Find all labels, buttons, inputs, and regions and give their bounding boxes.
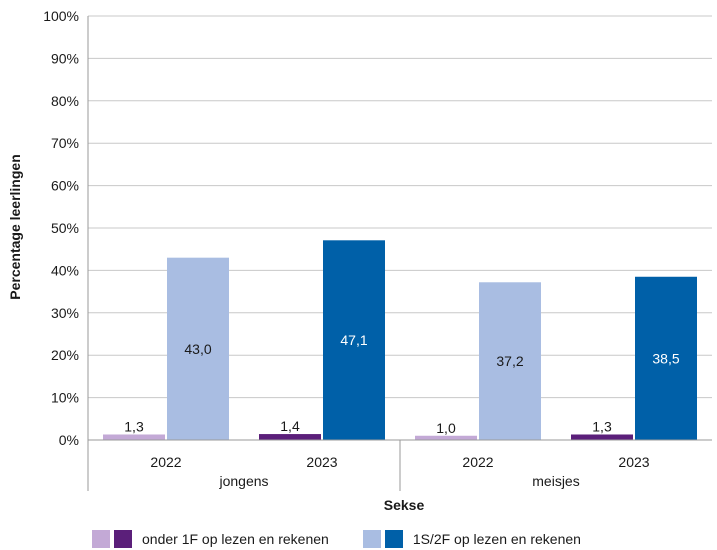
data-label-above: 43,0	[184, 341, 211, 357]
legend-label: 1S/2F op lezen en rekenen	[412, 531, 581, 547]
bar-below-1f	[259, 434, 321, 440]
legend-swatch	[92, 530, 110, 548]
y-tick-label: 40%	[51, 262, 79, 278]
bar-1s-2f	[167, 257, 229, 440]
bars	[103, 240, 697, 440]
bar-below-1f	[415, 435, 477, 440]
x-group-label: jongens	[218, 473, 268, 489]
x-tick-label-year: 2022	[462, 454, 493, 470]
bar-below-1f	[103, 434, 165, 440]
x-group-label: meisjes	[532, 473, 579, 489]
data-label-above: 38,5	[652, 350, 679, 366]
legend-label: onder 1F op lezen en rekenen	[142, 531, 329, 547]
bar-1s-2f	[479, 282, 541, 440]
y-tick-label: 90%	[51, 50, 79, 66]
bar-below-1f	[571, 434, 633, 440]
legend-swatch	[114, 530, 132, 548]
legend-item: 1S/2F op lezen en rekenen	[362, 530, 581, 548]
y-tick-label: 50%	[51, 220, 79, 236]
y-tick-label: 20%	[51, 347, 79, 363]
data-label-below: 1,3	[124, 418, 144, 434]
y-tick-label: 70%	[51, 135, 79, 151]
x-tick-label-year: 2023	[306, 454, 337, 470]
y-tick-label: 60%	[51, 178, 79, 194]
y-tick-label: 0%	[59, 432, 79, 448]
data-label-above: 37,2	[496, 353, 523, 369]
y-tick-label: 80%	[51, 93, 79, 109]
x-tick-label-year: 2022	[150, 454, 181, 470]
legend-swatch	[362, 530, 381, 548]
data-label-above: 47,1	[340, 332, 367, 348]
bar-1s-2f	[323, 240, 385, 440]
y-tick-label: 100%	[43, 8, 79, 24]
axes	[87, 16, 712, 491]
data-label-below: 1,3	[592, 418, 612, 434]
legend: onder 1F op lezen en rekenen 1S/2F op lez…	[92, 528, 615, 550]
bar-1s-2f	[635, 276, 697, 440]
y-axis-title: Percentage leerlingen	[7, 154, 23, 300]
x-axis-title: Sekse	[384, 497, 425, 513]
data-label-below: 1,4	[280, 418, 300, 434]
x-tick-label-year: 2023	[618, 454, 649, 470]
legend-swatch	[384, 530, 403, 548]
y-tick-label: 30%	[51, 305, 79, 321]
y-tick-label: 10%	[51, 390, 79, 406]
legend-item: onder 1F op lezen en rekenen	[92, 530, 329, 548]
labels: 0% 10% 20% 30% 40% 50% 60% 70% 80% 90% 100% 1,3 43,0…	[43, 8, 680, 489]
data-label-below: 1,0	[436, 420, 456, 436]
